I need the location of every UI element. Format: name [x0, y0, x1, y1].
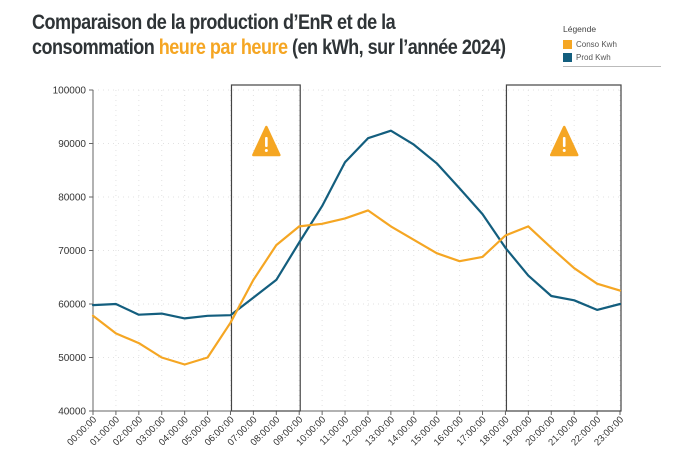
- legend-swatch-conso: [563, 40, 572, 49]
- y-tick-label: 60000: [58, 300, 86, 311]
- y-tick-label: 40000: [58, 407, 86, 418]
- chart-title-suffix: (en kWh, sur l’année 2024): [287, 36, 506, 59]
- legend-item-conso[interactable]: Conso Kwh: [563, 38, 663, 51]
- legend-divider: [563, 66, 661, 67]
- warning-icon: [252, 125, 281, 157]
- legend: Légende Conso Kwh Prod Kwh: [563, 24, 663, 67]
- chart-title: Comparaison de la production d’EnR et de…: [32, 10, 506, 60]
- series-line-conso: [91, 209, 622, 366]
- y-tick-label: 70000: [58, 246, 86, 257]
- y-tick-label: 50000: [58, 353, 86, 364]
- legend-title: Légende: [563, 24, 597, 34]
- chart-title-prefix: consommation: [32, 36, 159, 59]
- y-tick-label: 90000: [58, 139, 86, 150]
- y-tick-label: 80000: [58, 193, 86, 204]
- chart-title-line2: consommation heure par heure (en kWh, su…: [32, 35, 506, 60]
- legend-label-conso: Conso Kwh: [576, 40, 617, 49]
- warning-icon: [549, 125, 579, 157]
- chart-title-highlight: heure par heure: [158, 36, 288, 59]
- legend-item-prod[interactable]: Prod Kwh: [563, 51, 663, 64]
- legend-swatch-prod: [563, 53, 572, 62]
- highlight-box: [230, 84, 301, 412]
- legend-label-prod: Prod Kwh: [576, 53, 611, 62]
- chart-title-line1: Comparaison de la production d’EnR et de…: [32, 11, 396, 34]
- y-tick-label: 100000: [53, 86, 87, 97]
- series-line-prod: [91, 129, 622, 320]
